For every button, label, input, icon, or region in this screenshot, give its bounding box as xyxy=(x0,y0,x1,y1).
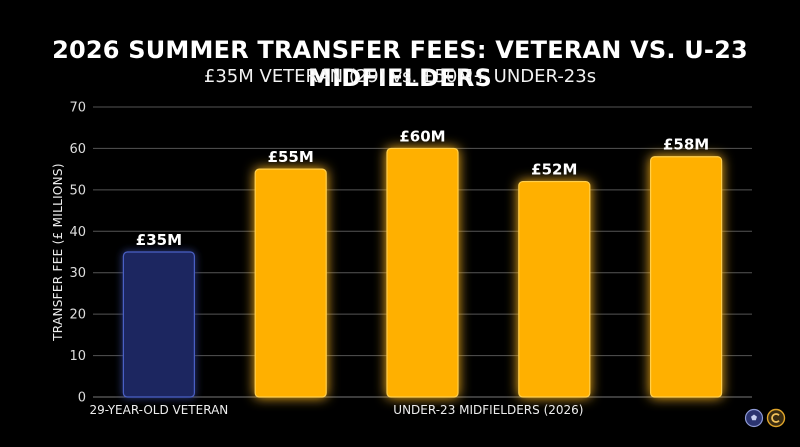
data-labels: £35M £55M £60M £52M £58M xyxy=(136,127,709,249)
y-tick-label: 70 xyxy=(69,101,86,116)
y-tick-label: 20 xyxy=(69,308,86,323)
y-tick-label: 60 xyxy=(69,142,86,157)
bars xyxy=(122,147,723,398)
data-label: £55M xyxy=(268,148,314,166)
y-tick-label: 40 xyxy=(69,225,86,240)
chart-title: 2026 SUMMER TRANSFER FEES: VETERAN VS. U… xyxy=(52,36,748,92)
bar xyxy=(386,147,459,398)
football-icon xyxy=(744,408,764,428)
y-tick-label: 10 xyxy=(69,349,86,364)
chart-subtitle: £35M VETERAN (29) vs. £50M+ UNDER-23s xyxy=(203,66,597,87)
y-axis-label: TRANSFER FEE (£ MILLIONS) xyxy=(51,163,65,342)
y-tick-label: 0 xyxy=(78,391,86,406)
group-labels: 29-YEAR-OLD VETERAN UNDER-23 MIDFIELDERS … xyxy=(90,403,584,417)
data-label: £60M xyxy=(399,127,445,145)
group-label: UNDER-23 MIDFIELDERS (2026) xyxy=(393,403,583,417)
data-label: £52M xyxy=(531,161,577,179)
data-label: £35M xyxy=(136,231,182,249)
bar xyxy=(122,251,196,398)
bar xyxy=(254,168,327,398)
y-tick-label: 50 xyxy=(69,183,86,198)
y-tick-label: 30 xyxy=(69,266,86,281)
copyright-icon xyxy=(766,408,786,428)
group-label: 29-YEAR-OLD VETERAN xyxy=(90,403,229,417)
y-tick-labels: 0 10 20 30 40 50 60 70 xyxy=(69,101,86,406)
bar xyxy=(649,156,723,398)
bar xyxy=(518,180,591,398)
data-label: £58M xyxy=(663,136,709,154)
